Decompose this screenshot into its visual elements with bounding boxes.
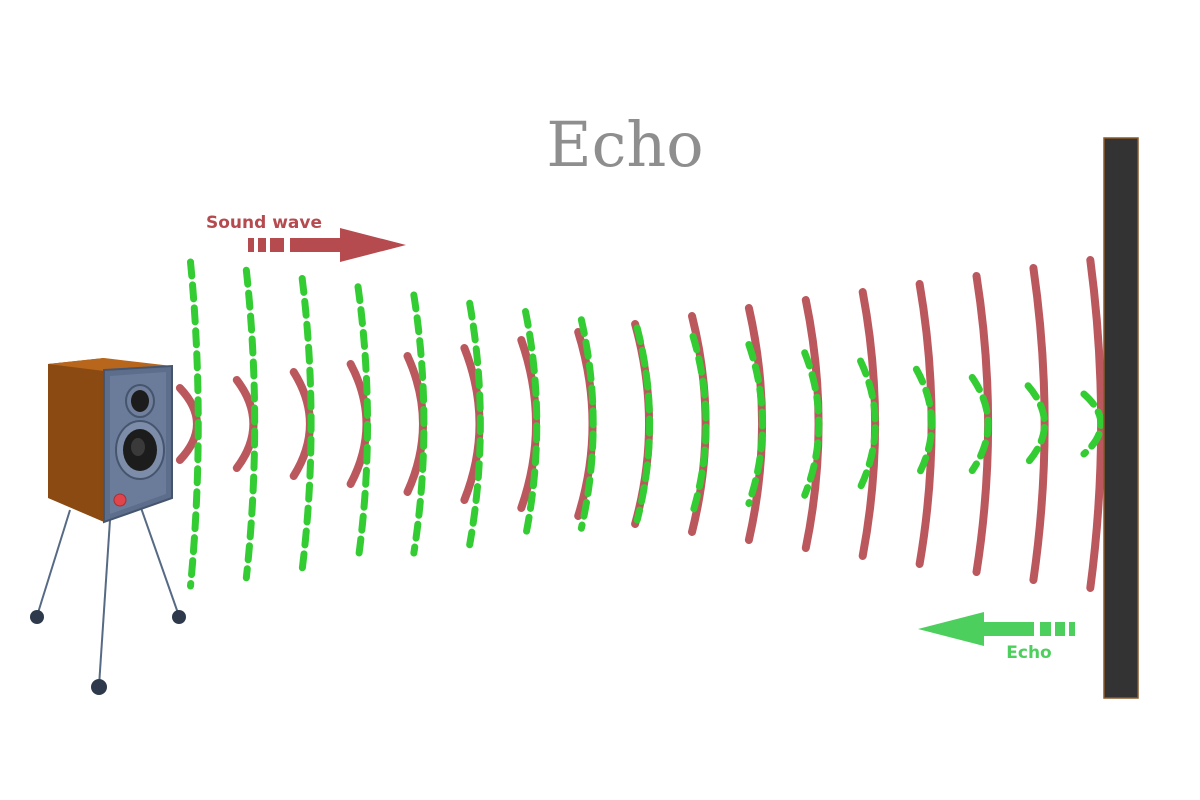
sound-wave-arrow: [248, 228, 406, 262]
wall: [1103, 137, 1139, 699]
speaker-foot: [91, 679, 107, 695]
speaker-icon: [30, 358, 186, 695]
echo-wave-arcs: [187, 258, 1105, 590]
sound-wave-label: Sound wave: [206, 213, 322, 233]
sound-wave-arc: [858, 288, 880, 560]
sound-wave-arc: [1029, 264, 1049, 584]
echo-wave-arc: [912, 365, 936, 483]
speaker-tweeter-cone: [131, 390, 149, 412]
echo-label: Echo: [1006, 643, 1051, 663]
echo-wave-arc: [1024, 382, 1049, 466]
speaker-legs: [36, 504, 180, 687]
diagram-title: Echo: [546, 108, 703, 181]
echo-wave-arc: [745, 341, 766, 507]
speaker-power-light: [113, 493, 127, 507]
echo-wave-arc: [1080, 390, 1105, 458]
speaker-side: [48, 358, 104, 522]
echo-wave-arc: [577, 316, 597, 532]
speaker-woofer-cap: [131, 438, 145, 456]
echo-wave-arc: [242, 266, 259, 582]
speaker-foot: [30, 610, 44, 624]
echo-wave-arc: [801, 349, 823, 499]
echo-wave-arc: [466, 299, 484, 549]
echo-wave-arc: [298, 275, 315, 573]
sound-wave-arc: [175, 384, 201, 464]
echo-wave-arc: [633, 324, 654, 524]
speaker-foot: [172, 610, 186, 624]
echo-wave-arc: [354, 283, 371, 565]
echo-wave-arc: [187, 258, 202, 590]
echo-wave-arc: [522, 308, 541, 540]
sound-wave-arcs: [175, 256, 1106, 592]
echo-wave-arc: [689, 332, 710, 516]
echo-wave-arc: [857, 357, 879, 491]
echo-wave-arc: [968, 374, 992, 474]
echo-wave-arc: [410, 291, 428, 557]
echo-arrow: [918, 612, 1075, 646]
